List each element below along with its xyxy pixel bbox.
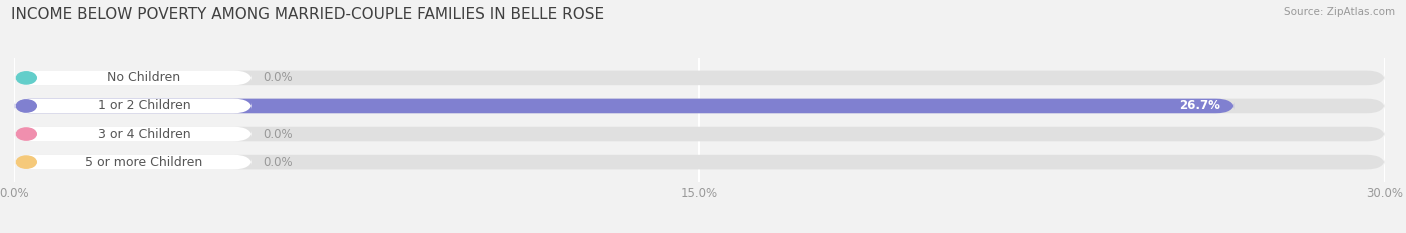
Text: 26.7%: 26.7% — [1180, 99, 1220, 113]
Text: 3 or 4 Children: 3 or 4 Children — [97, 127, 190, 140]
FancyBboxPatch shape — [14, 99, 1234, 113]
FancyBboxPatch shape — [14, 127, 252, 141]
Text: Source: ZipAtlas.com: Source: ZipAtlas.com — [1284, 7, 1395, 17]
Text: 1 or 2 Children: 1 or 2 Children — [97, 99, 190, 113]
FancyBboxPatch shape — [14, 99, 252, 113]
FancyBboxPatch shape — [14, 99, 1385, 113]
FancyBboxPatch shape — [14, 71, 1385, 85]
FancyBboxPatch shape — [14, 155, 252, 169]
Text: INCOME BELOW POVERTY AMONG MARRIED-COUPLE FAMILIES IN BELLE ROSE: INCOME BELOW POVERTY AMONG MARRIED-COUPL… — [11, 7, 605, 22]
FancyBboxPatch shape — [14, 127, 1385, 141]
Text: 0.0%: 0.0% — [263, 156, 292, 169]
Circle shape — [17, 72, 37, 84]
FancyBboxPatch shape — [14, 155, 1385, 169]
FancyBboxPatch shape — [14, 71, 252, 85]
Circle shape — [17, 128, 37, 140]
Circle shape — [17, 156, 37, 168]
Text: No Children: No Children — [107, 71, 180, 84]
Text: 0.0%: 0.0% — [263, 127, 292, 140]
Text: 0.0%: 0.0% — [263, 71, 292, 84]
Circle shape — [17, 100, 37, 112]
Text: 5 or more Children: 5 or more Children — [86, 156, 202, 169]
